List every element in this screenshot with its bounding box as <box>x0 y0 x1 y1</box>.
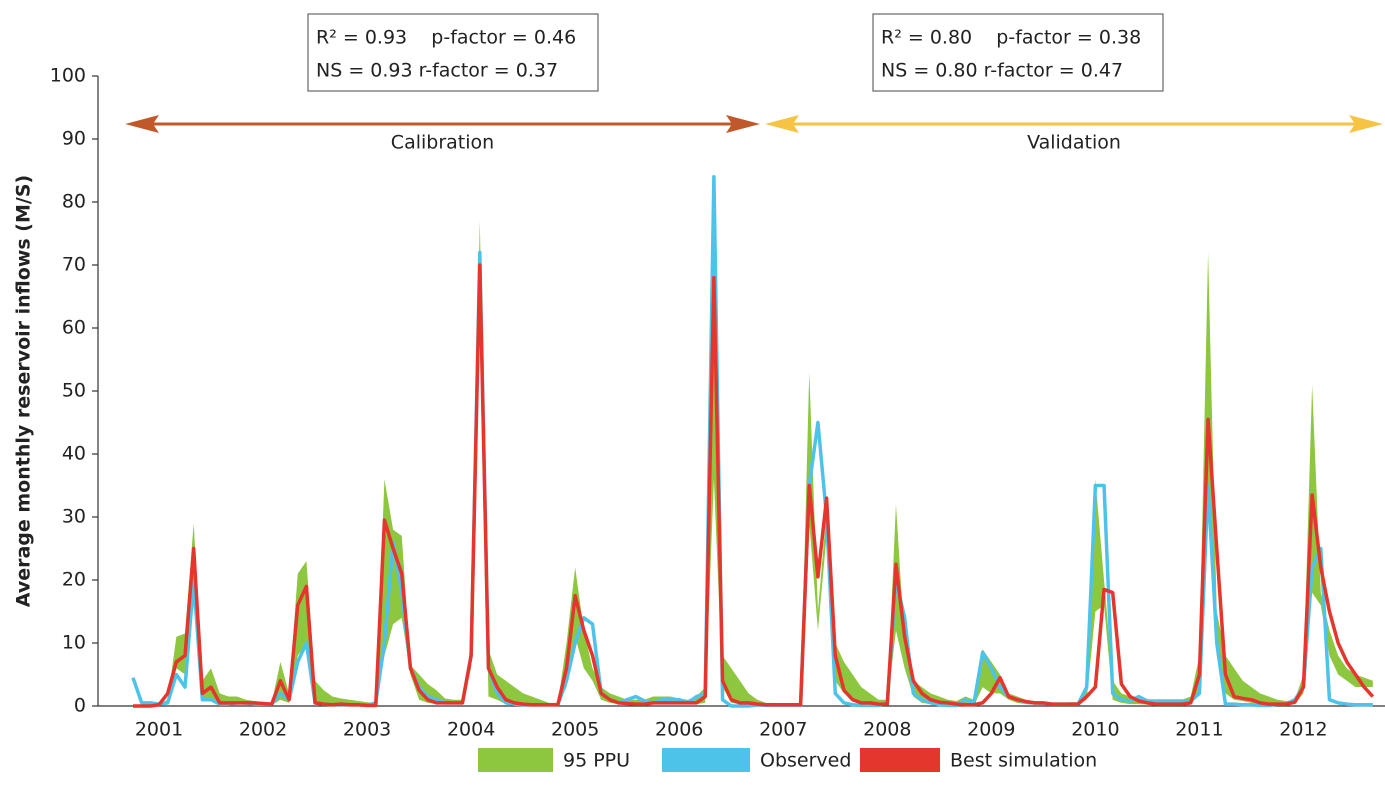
x-tick-label: 2007 <box>759 719 807 741</box>
y-tick-label: 40 <box>62 443 86 465</box>
y-tick-label: 0 <box>74 695 86 717</box>
arrow-head <box>1349 115 1383 133</box>
x-tick-label: 2010 <box>1071 719 1119 741</box>
y-tick-label: 30 <box>62 506 86 528</box>
legend-label: Observed <box>760 750 851 772</box>
period-label: Validation <box>1027 132 1121 154</box>
stats-box <box>872 13 1164 92</box>
y-tick-label: 80 <box>62 191 86 213</box>
x-tick-label: 2008 <box>863 719 911 741</box>
x-tick-label: 2004 <box>447 719 495 741</box>
legend-swatch <box>662 748 750 772</box>
stats-text: NS = 0.80 r-factor = 0.47 <box>881 60 1123 82</box>
arrow-head <box>726 115 760 133</box>
stats-text: R² = 0.80 p-factor = 0.38 <box>881 27 1141 49</box>
x-tick-label: 2005 <box>551 719 599 741</box>
y-axis-label: Average monthly reservoir inflows (M/S) <box>13 175 35 607</box>
stats-box <box>307 13 599 92</box>
legend-label: 95 PPU <box>563 750 630 772</box>
legend-swatch <box>478 748 553 772</box>
x-tick-label: 2009 <box>967 719 1015 741</box>
ppu-band <box>133 220 1373 706</box>
y-tick-label: 10 <box>62 632 86 654</box>
y-tick-label: 90 <box>62 128 86 150</box>
y-tick-label: 60 <box>62 317 86 339</box>
x-tick-label: 2003 <box>343 719 391 741</box>
x-tick-label: 2012 <box>1279 719 1327 741</box>
y-tick-label: 100 <box>50 65 86 87</box>
x-tick-label: 2006 <box>655 719 703 741</box>
x-tick-label: 2002 <box>239 719 287 741</box>
arrow-head <box>125 115 159 133</box>
y-tick-label: 20 <box>62 569 86 591</box>
stats-text: R² = 0.93 p-factor = 0.46 <box>316 27 576 49</box>
x-tick-label: 2001 <box>135 719 183 741</box>
arrow-head <box>765 115 799 133</box>
y-tick-label: 50 <box>62 380 86 402</box>
period-label: Calibration <box>391 132 494 154</box>
legend-swatch <box>860 748 940 772</box>
x-tick-label: 2011 <box>1175 719 1223 741</box>
series-line <box>131 175 1373 708</box>
stats-text: NS = 0.93 r-factor = 0.37 <box>316 60 558 82</box>
y-tick-label: 70 <box>62 254 86 276</box>
legend-label: Best simulation <box>950 750 1097 772</box>
series-line <box>133 263 1375 708</box>
